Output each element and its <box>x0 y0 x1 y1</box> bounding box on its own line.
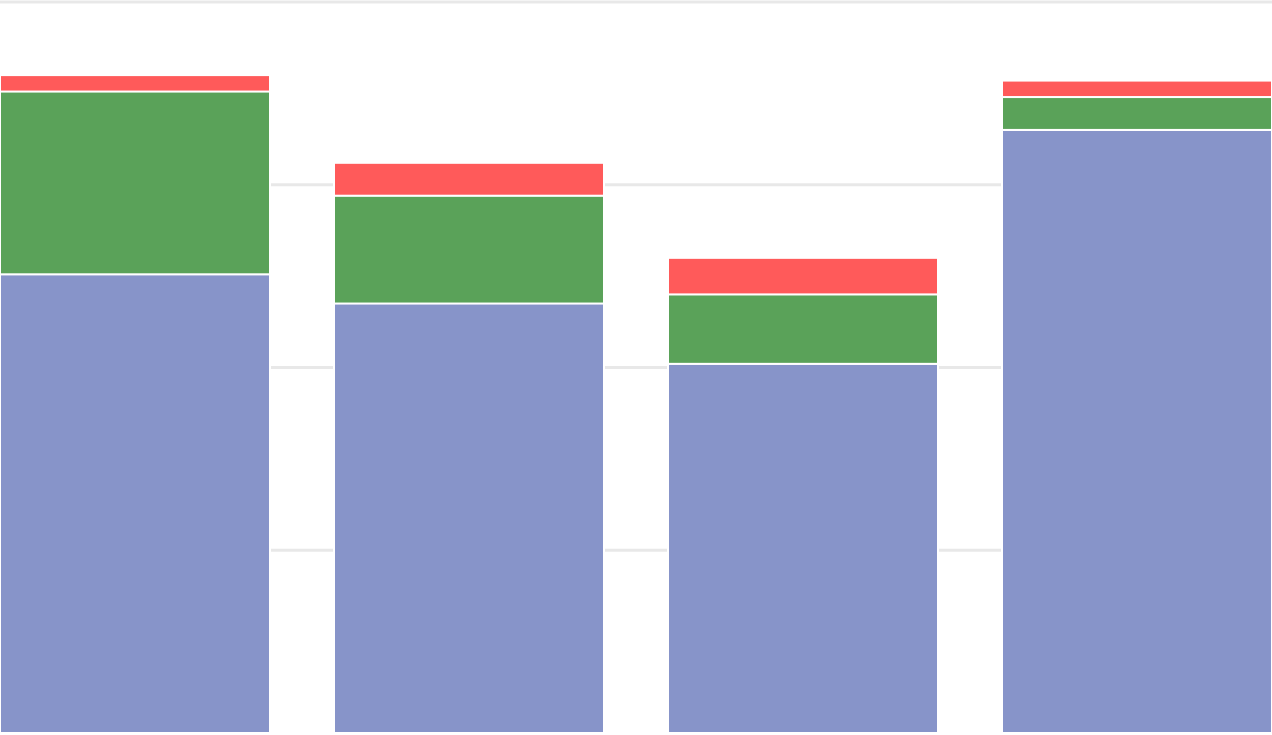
bar-segment <box>1001 128 1272 735</box>
bar-segment <box>333 161 605 197</box>
bar-segment <box>0 90 271 276</box>
bar-segment <box>333 302 605 734</box>
bar-segment <box>667 293 939 365</box>
bar-segment <box>1001 96 1272 131</box>
bar-segment <box>0 74 271 93</box>
bar-segment <box>333 194 605 305</box>
bar-segment <box>1001 79 1272 99</box>
bar-segment <box>667 362 939 734</box>
bar-segment <box>667 256 939 296</box>
bar-segment <box>0 273 271 734</box>
